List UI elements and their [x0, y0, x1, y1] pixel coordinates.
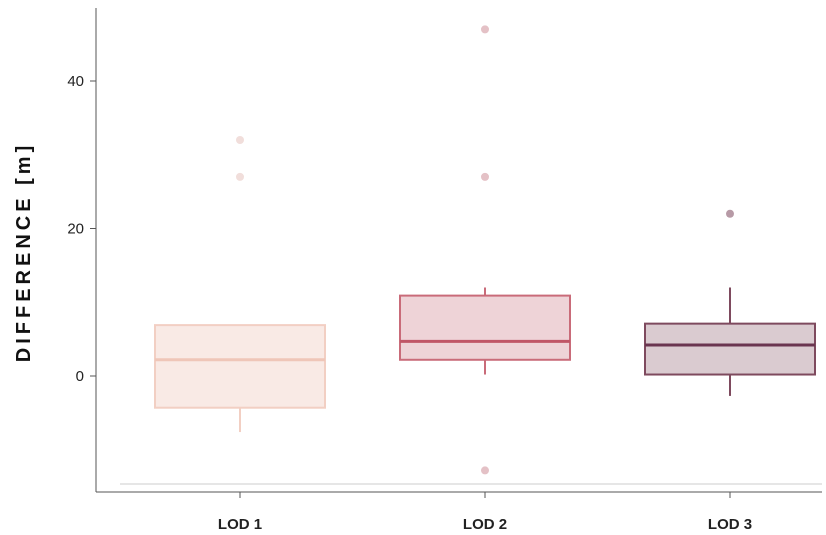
- iqr-box: [154, 324, 326, 409]
- outlier-point: [481, 172, 489, 181]
- outlier-point: [726, 209, 734, 218]
- y-ticks: 0 20 40: [67, 73, 96, 385]
- iqr-box: [644, 322, 816, 376]
- x-tick-label: LOD 2: [463, 516, 507, 533]
- box-lod-3: [644, 209, 816, 396]
- iqr-box: [399, 294, 571, 361]
- outlier-point: [481, 466, 489, 475]
- outlier-point: [236, 172, 244, 181]
- x-tick-label: LOD 3: [708, 516, 752, 533]
- box-lod-2: [399, 25, 571, 475]
- boxes: [154, 25, 816, 475]
- x-axis: LOD 1 LOD 2 LOD 3: [96, 483, 822, 533]
- outlier-point: [236, 136, 244, 144]
- y-tick-label: 0: [76, 368, 84, 385]
- box-lod-1: [154, 136, 326, 433]
- y-axis-label: DIFFERENCE [m]: [13, 142, 35, 362]
- x-tick-label: LOD 1: [218, 516, 262, 533]
- outlier-point: [481, 25, 489, 34]
- y-tick-label: 20: [67, 221, 84, 238]
- x-ticks: LOD 1 LOD 2 LOD 3: [218, 492, 752, 533]
- y-tick-label: 40: [67, 73, 84, 90]
- y-axis: 0 20 40: [67, 8, 97, 492]
